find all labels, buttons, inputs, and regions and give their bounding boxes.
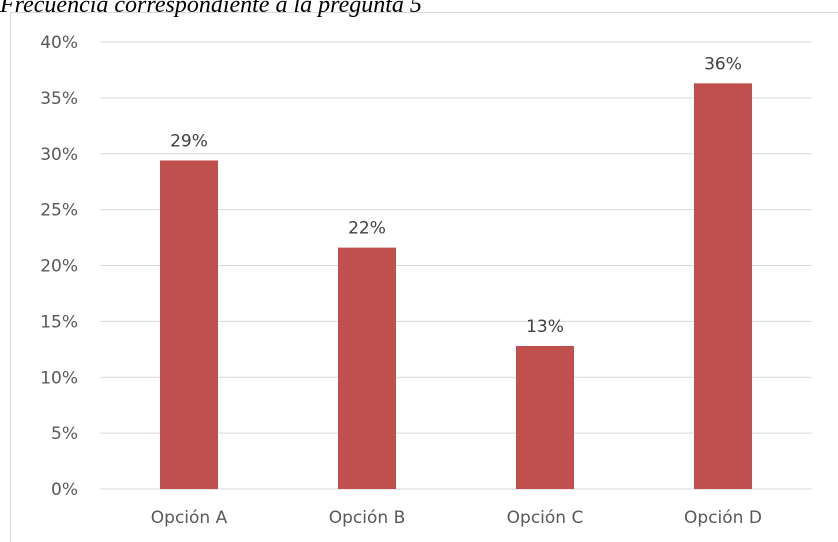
bar (160, 160, 218, 489)
y-tick-label: 5% (51, 424, 78, 444)
data-label: 36% (704, 54, 742, 74)
data-label: 29% (170, 131, 208, 151)
y-tick-label: 20% (40, 257, 78, 277)
y-tick-label: 35% (40, 89, 78, 109)
y-tick-label: 10% (40, 368, 78, 388)
y-tick-label: 40% (40, 33, 78, 53)
x-tick-label: Opción A (151, 508, 228, 528)
data-label: 13% (526, 317, 564, 337)
y-tick-label: 25% (40, 201, 78, 221)
y-tick-label: 15% (40, 312, 78, 332)
x-tick-label: Opción B (329, 508, 405, 528)
bar (338, 247, 396, 489)
bar (694, 83, 752, 489)
y-tick-label: 0% (51, 480, 78, 500)
bar (516, 345, 574, 489)
data-label: 22% (348, 219, 386, 239)
x-tick-label: Opción C (507, 508, 584, 528)
chart-title: Frecuencia correspondiente a la pregunta… (0, 0, 422, 18)
y-tick-label: 30% (40, 145, 78, 165)
x-tick-label: Opción D (684, 508, 762, 528)
